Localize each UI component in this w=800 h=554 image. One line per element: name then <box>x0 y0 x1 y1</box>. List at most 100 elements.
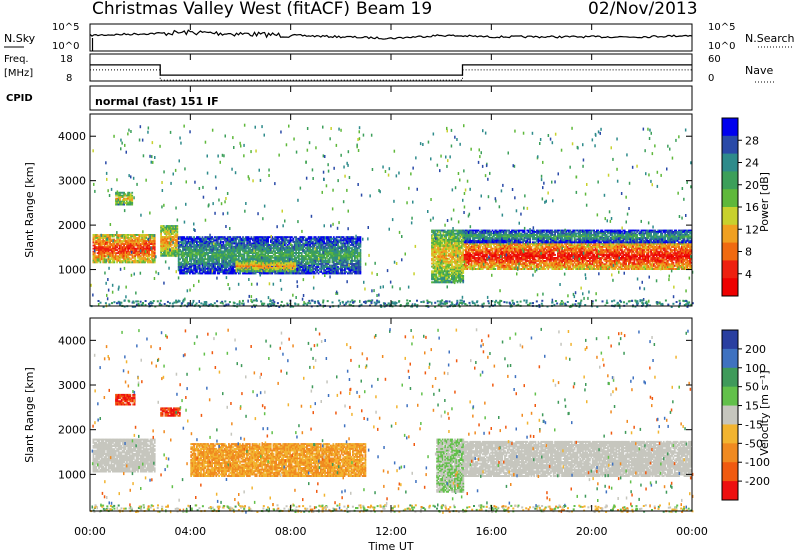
power-data-cell <box>230 239 233 242</box>
power-data-cell <box>226 258 229 261</box>
power-data-cell <box>162 237 165 240</box>
power-data-cell <box>458 248 460 251</box>
power-data-cell <box>458 273 460 276</box>
power-data-cell <box>334 264 337 267</box>
power-data-cell <box>299 258 302 261</box>
power-data-cell <box>477 258 480 261</box>
power-data-cell <box>451 237 453 240</box>
power-data-cell <box>307 244 310 247</box>
power-data-cell <box>253 245 256 248</box>
power-data-cell <box>341 259 344 262</box>
power-data-cell <box>207 259 209 262</box>
power-data-cell <box>281 236 283 239</box>
power-data-cell <box>446 281 449 284</box>
power-data-cell <box>256 248 258 251</box>
power-data-cell <box>294 270 297 273</box>
power-data-cell <box>294 263 297 266</box>
power-data-cell <box>302 236 304 239</box>
power-data-cell <box>162 240 165 243</box>
power-data-cell <box>258 237 261 240</box>
power-data-cell <box>262 265 264 268</box>
power-data-cell <box>473 249 476 252</box>
power-data-cell <box>124 199 127 202</box>
power-data-cell <box>292 270 295 273</box>
power-data-cell <box>225 245 228 248</box>
power-data-cell <box>204 240 207 243</box>
power-data-cell <box>467 258 470 261</box>
power-data-cell <box>176 228 179 231</box>
power-data-cell <box>349 244 352 247</box>
power-data-cell <box>246 247 249 250</box>
power-data-cell <box>453 251 456 254</box>
power-data-cell <box>353 242 356 245</box>
power-data-cell <box>228 269 230 272</box>
power-data-cell <box>189 240 191 243</box>
power-data-cell <box>271 262 274 265</box>
power-data-cell <box>449 235 452 238</box>
power-data-cell <box>164 248 167 251</box>
power-data-cell <box>267 272 269 275</box>
power-data-cell <box>319 259 321 262</box>
power-data-cell <box>208 252 211 254</box>
power-data-cell <box>235 237 237 240</box>
power-data-cell <box>183 272 186 275</box>
power-data-cell <box>438 278 440 281</box>
power-data-cell <box>292 267 295 269</box>
power-data-cell <box>453 240 456 243</box>
power-data-cell <box>476 250 479 253</box>
power-data-cell <box>130 235 132 238</box>
power-data-cell <box>117 235 120 238</box>
power-data-cell <box>208 270 211 273</box>
power-data-cell <box>100 237 103 239</box>
power-data-cell <box>229 267 232 270</box>
power-data-cell <box>459 281 462 284</box>
power-data-cell <box>160 225 162 228</box>
power-data-cell <box>119 261 121 264</box>
power-data-cell <box>434 245 436 248</box>
power-data-cell <box>455 262 457 265</box>
power-data-cell <box>456 246 459 249</box>
power-data-cell <box>173 225 176 228</box>
power-data-cell <box>434 239 436 241</box>
power-data-cell <box>130 238 132 241</box>
power-data-cell <box>182 259 184 262</box>
power-data-cell <box>149 253 152 256</box>
power-data-cell <box>233 252 236 254</box>
power-data-cell <box>265 248 268 251</box>
power-data-cell <box>176 251 179 254</box>
power-data-cell <box>190 237 193 240</box>
power-data-cell <box>291 258 293 261</box>
power-data-cell <box>317 264 320 267</box>
power-data-cell <box>289 252 292 254</box>
power-data-cell <box>131 243 134 245</box>
power-data-cell <box>459 267 462 270</box>
power-data-cell <box>321 252 324 254</box>
power-data-cell <box>193 264 195 267</box>
power-data-cell <box>189 269 191 272</box>
power-data-cell <box>209 245 212 248</box>
power-data-cell <box>260 268 263 271</box>
power-data-cell <box>176 226 179 229</box>
power-data-cell <box>441 273 443 276</box>
power-data-cell <box>245 268 248 271</box>
power-data-cell <box>279 240 282 243</box>
power-data-cell <box>211 261 214 264</box>
power-data-cell <box>96 238 99 241</box>
power-data-cell <box>132 256 135 259</box>
power-data-cell <box>445 245 448 248</box>
power-data-cell <box>189 248 191 251</box>
power-data-cell <box>439 234 442 237</box>
power-data-cell <box>441 248 443 251</box>
power-data-cell <box>341 272 344 275</box>
power-data-cell <box>348 256 351 259</box>
power-data-cell <box>237 247 240 250</box>
power-data-cell <box>221 258 223 261</box>
power-data-cell <box>267 239 269 242</box>
power-data-cell <box>443 275 446 277</box>
power-data-cell <box>345 247 348 250</box>
power-data-cell <box>342 245 345 248</box>
power-data-cell <box>330 270 332 273</box>
power-data-cell <box>449 240 452 243</box>
power-data-cell <box>263 261 265 264</box>
power-data-cell <box>106 249 109 252</box>
